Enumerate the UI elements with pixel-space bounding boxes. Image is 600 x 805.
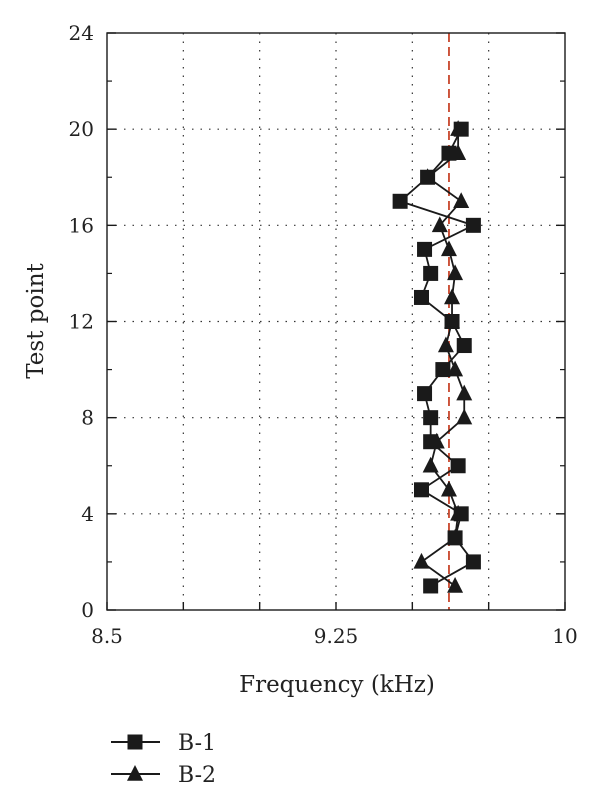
markers-B-2 xyxy=(413,120,473,593)
square-marker xyxy=(465,217,481,233)
markers-B-1 xyxy=(392,121,481,594)
triangle-marker xyxy=(444,312,461,329)
square-marker xyxy=(435,362,451,378)
triangle-marker xyxy=(447,576,464,593)
legend-item: B-2 xyxy=(111,763,216,788)
triangle-marker xyxy=(431,216,448,233)
triangle-marker xyxy=(450,120,467,136)
square-marker xyxy=(423,578,439,594)
triangle-marker xyxy=(419,168,436,184)
x-tick-label: 8.5 xyxy=(91,624,123,648)
y-tick-label: 8 xyxy=(81,406,94,430)
x-axis-title: Frequency (kHz) xyxy=(239,672,435,698)
y-tick-label: 4 xyxy=(81,502,94,526)
legend-label: B-2 xyxy=(178,763,216,788)
y-tick-label: 0 xyxy=(81,598,94,622)
triangle-marker xyxy=(450,504,467,521)
y-axis-title: Test point xyxy=(23,262,49,378)
square-marker xyxy=(456,338,472,354)
triangle-marker xyxy=(428,432,445,449)
y-tick-label: 20 xyxy=(69,117,94,141)
square-marker xyxy=(127,734,143,750)
triangle-marker xyxy=(437,336,454,353)
series-layer xyxy=(392,120,481,594)
square-marker xyxy=(417,241,433,257)
legend: B-1B-2 xyxy=(111,731,216,788)
tick-layer: 8.5 9.25 10 0 4 8 12 16 20 24 xyxy=(69,21,578,648)
square-marker xyxy=(423,265,439,281)
square-marker xyxy=(417,386,433,402)
square-marker xyxy=(413,482,429,498)
square-marker xyxy=(465,554,481,570)
square-marker xyxy=(392,193,408,209)
x-tick-label: 9.25 xyxy=(314,624,359,648)
triangle-marker xyxy=(127,765,143,781)
triangle-marker xyxy=(440,240,457,257)
triangle-marker xyxy=(453,192,470,209)
triangle-marker xyxy=(444,288,461,305)
triangle-marker xyxy=(447,360,464,377)
y-tick-label: 12 xyxy=(69,310,94,334)
x-tick-label: 10 xyxy=(552,624,577,648)
legend-item: B-1 xyxy=(111,731,216,756)
grid-layer xyxy=(107,33,565,610)
square-marker xyxy=(450,458,466,474)
square-marker xyxy=(423,410,439,426)
triangle-marker xyxy=(456,408,473,425)
triangle-marker xyxy=(447,528,464,545)
legend-label: B-1 xyxy=(178,731,216,756)
triangle-marker xyxy=(456,384,473,401)
y-tick-label: 24 xyxy=(69,21,94,45)
triangle-marker xyxy=(447,264,464,281)
triangle-marker xyxy=(413,552,430,569)
triangle-marker xyxy=(450,144,467,160)
triangle-marker xyxy=(440,480,457,497)
triangle-marker xyxy=(422,456,439,473)
square-marker xyxy=(413,289,429,305)
y-tick-label: 16 xyxy=(69,213,94,237)
